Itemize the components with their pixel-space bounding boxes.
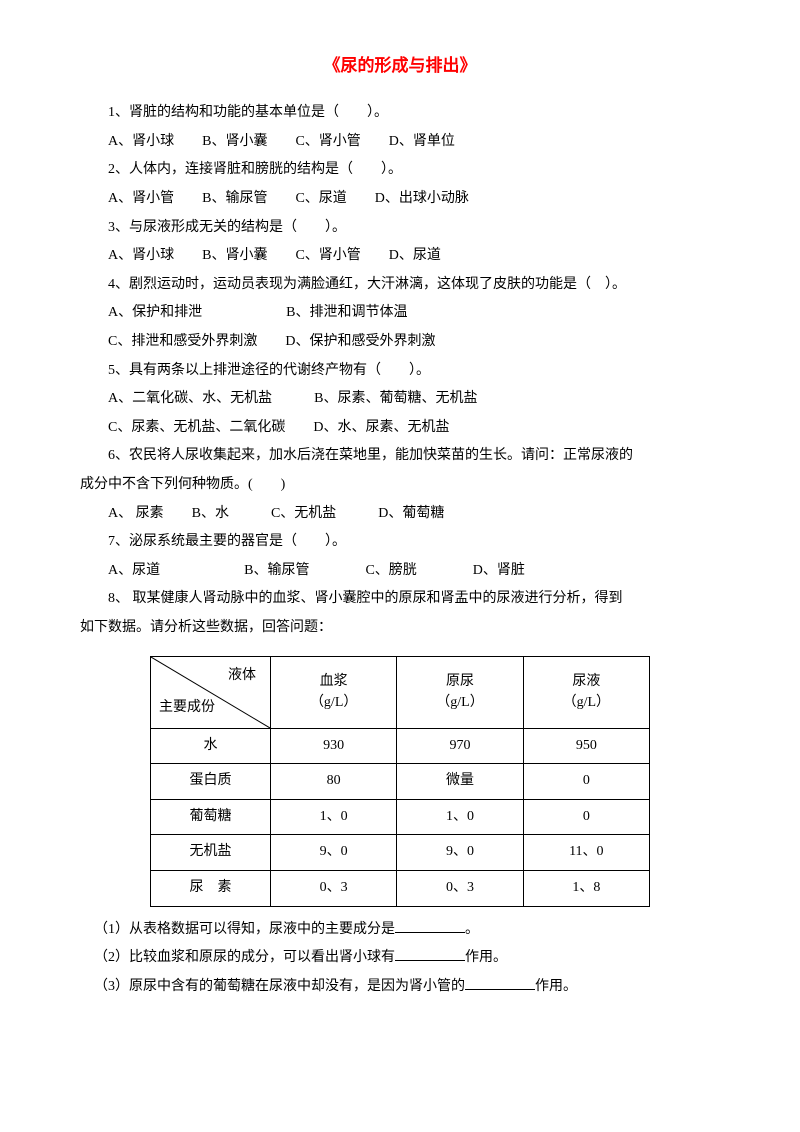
cell: 970 [397, 728, 523, 764]
question-7: 7、泌尿系统最主要的器官是（ ）。 [80, 529, 720, 556]
fill-blank[interactable] [395, 917, 465, 932]
cell: 9、0 [397, 835, 523, 871]
fill-blank[interactable] [395, 946, 465, 961]
col-header-1-unit: （g/L） [310, 695, 357, 710]
sub-q3-text-b: 作用。 [535, 979, 577, 994]
question-7-options: A、尿道 B、输尿管 C、膀胱 D、肾脏 [80, 558, 720, 585]
table-row: 水 930 970 950 [151, 728, 650, 764]
question-1: 1、肾脏的结构和功能的基本单位是（ ）。 [80, 100, 720, 127]
question-1-options: A、肾小球 B、肾小囊 C、肾小管 D、肾单位 [80, 129, 720, 156]
page-title: 《尿的形成与排出》 [80, 50, 720, 82]
sub-q2-text-a: （2）比较血浆和原尿的成分，可以看出肾小球有 [94, 950, 395, 965]
row-label: 无机盐 [151, 835, 271, 871]
question-4-options-a: A、保护和排泄 B、排泄和调节体温 [80, 300, 720, 327]
question-3-options: A、肾小球 B、肾小囊 C、肾小管 D、尿道 [80, 243, 720, 270]
question-6: 6、农民将人尿收集起来，加水后浇在菜地里，能加快菜苗的生长。请问：正常尿液的 [80, 443, 720, 470]
question-6-options: A、 尿素 B、水 C、无机盐 D、葡萄糖 [80, 501, 720, 528]
cell: 1、0 [397, 799, 523, 835]
question-2: 2、人体内，连接肾脏和膀胱的结构是（ ）。 [80, 157, 720, 184]
col-header-2-title: 原尿 [446, 674, 474, 689]
sub-question-3: （3）原尿中含有的葡萄糖在尿液中却没有，是因为肾小管的 作用。 [80, 974, 720, 1001]
cell: 0、3 [397, 870, 523, 906]
cell: 11、0 [523, 835, 649, 871]
sub-q2-text-b: 作用。 [465, 950, 507, 965]
col-header-2: 原尿 （g/L） [397, 656, 523, 728]
col-header-2-unit: （g/L） [436, 695, 483, 710]
question-8-cont: 如下数据。请分析这些数据，回答问题： [80, 615, 720, 642]
table-row: 葡萄糖 1、0 1、0 0 [151, 799, 650, 835]
col-header-1: 血浆 （g/L） [271, 656, 397, 728]
cell: 930 [271, 728, 397, 764]
fill-blank[interactable] [465, 974, 535, 989]
question-8: 8、 取某健康人肾动脉中的血浆、肾小囊腔中的原尿和肾盂中的尿液进行分析，得到 [80, 586, 720, 613]
row-label: 水 [151, 728, 271, 764]
col-header-1-title: 血浆 [320, 674, 348, 689]
diag-top-label: 液体 [228, 663, 256, 690]
cell: 0、3 [271, 870, 397, 906]
question-4-options-b: C、排泄和感受外界刺激 D、保护和感受外界刺激 [80, 329, 720, 356]
table-row: 蛋白质 80 微量 0 [151, 764, 650, 800]
question-6-cont: 成分中不含下列何种物质。( ) [80, 472, 720, 499]
question-4: 4、剧烈运动时，运动员表现为满脸通红，大汗淋漓，这体现了皮肤的功能是（ ）。 [80, 272, 720, 299]
question-5-options-a: A、二氧化碳、水、无机盐 B、尿素、葡萄糖、无机盐 [80, 386, 720, 413]
row-label: 葡萄糖 [151, 799, 271, 835]
table-row: 尿 素 0、3 0、3 1、8 [151, 870, 650, 906]
diag-bottom-label: 主要成份 [159, 695, 215, 722]
question-2-options: A、肾小管 B、输尿管 C、尿道 D、出球小动脉 [80, 186, 720, 213]
data-table: 液体 主要成份 血浆 （g/L） 原尿 （g/L） 尿液 （g/L） 水 930… [150, 656, 650, 907]
question-3: 3、与尿液形成无关的结构是（ ）。 [80, 215, 720, 242]
col-header-3-title: 尿液 [572, 674, 600, 689]
col-header-3: 尿液 （g/L） [523, 656, 649, 728]
sub-q1-text-b: 。 [465, 922, 479, 937]
question-5: 5、具有两条以上排泄途径的代谢终产物有（ ）。 [80, 358, 720, 385]
question-5-options-b: C、尿素、无机盐、二氧化碳 D、水、尿素、无机盐 [80, 415, 720, 442]
cell: 0 [523, 764, 649, 800]
cell: 1、8 [523, 870, 649, 906]
sub-question-1: （1）从表格数据可以得知，尿液中的主要成分是 。 [80, 917, 720, 944]
row-label: 尿 素 [151, 870, 271, 906]
cell: 0 [523, 799, 649, 835]
col-header-3-unit: （g/L） [563, 695, 610, 710]
cell: 9、0 [271, 835, 397, 871]
sub-q3-text-a: （3）原尿中含有的葡萄糖在尿液中却没有，是因为肾小管的 [94, 979, 465, 994]
cell: 950 [523, 728, 649, 764]
cell: 80 [271, 764, 397, 800]
cell: 1、0 [271, 799, 397, 835]
table-row: 无机盐 9、0 9、0 11、0 [151, 835, 650, 871]
row-label: 蛋白质 [151, 764, 271, 800]
table-diagonal-header: 液体 主要成份 [151, 656, 271, 728]
sub-q1-text-a: （1）从表格数据可以得知，尿液中的主要成分是 [94, 922, 395, 937]
cell: 微量 [397, 764, 523, 800]
sub-question-2: （2）比较血浆和原尿的成分，可以看出肾小球有 作用。 [80, 945, 720, 972]
